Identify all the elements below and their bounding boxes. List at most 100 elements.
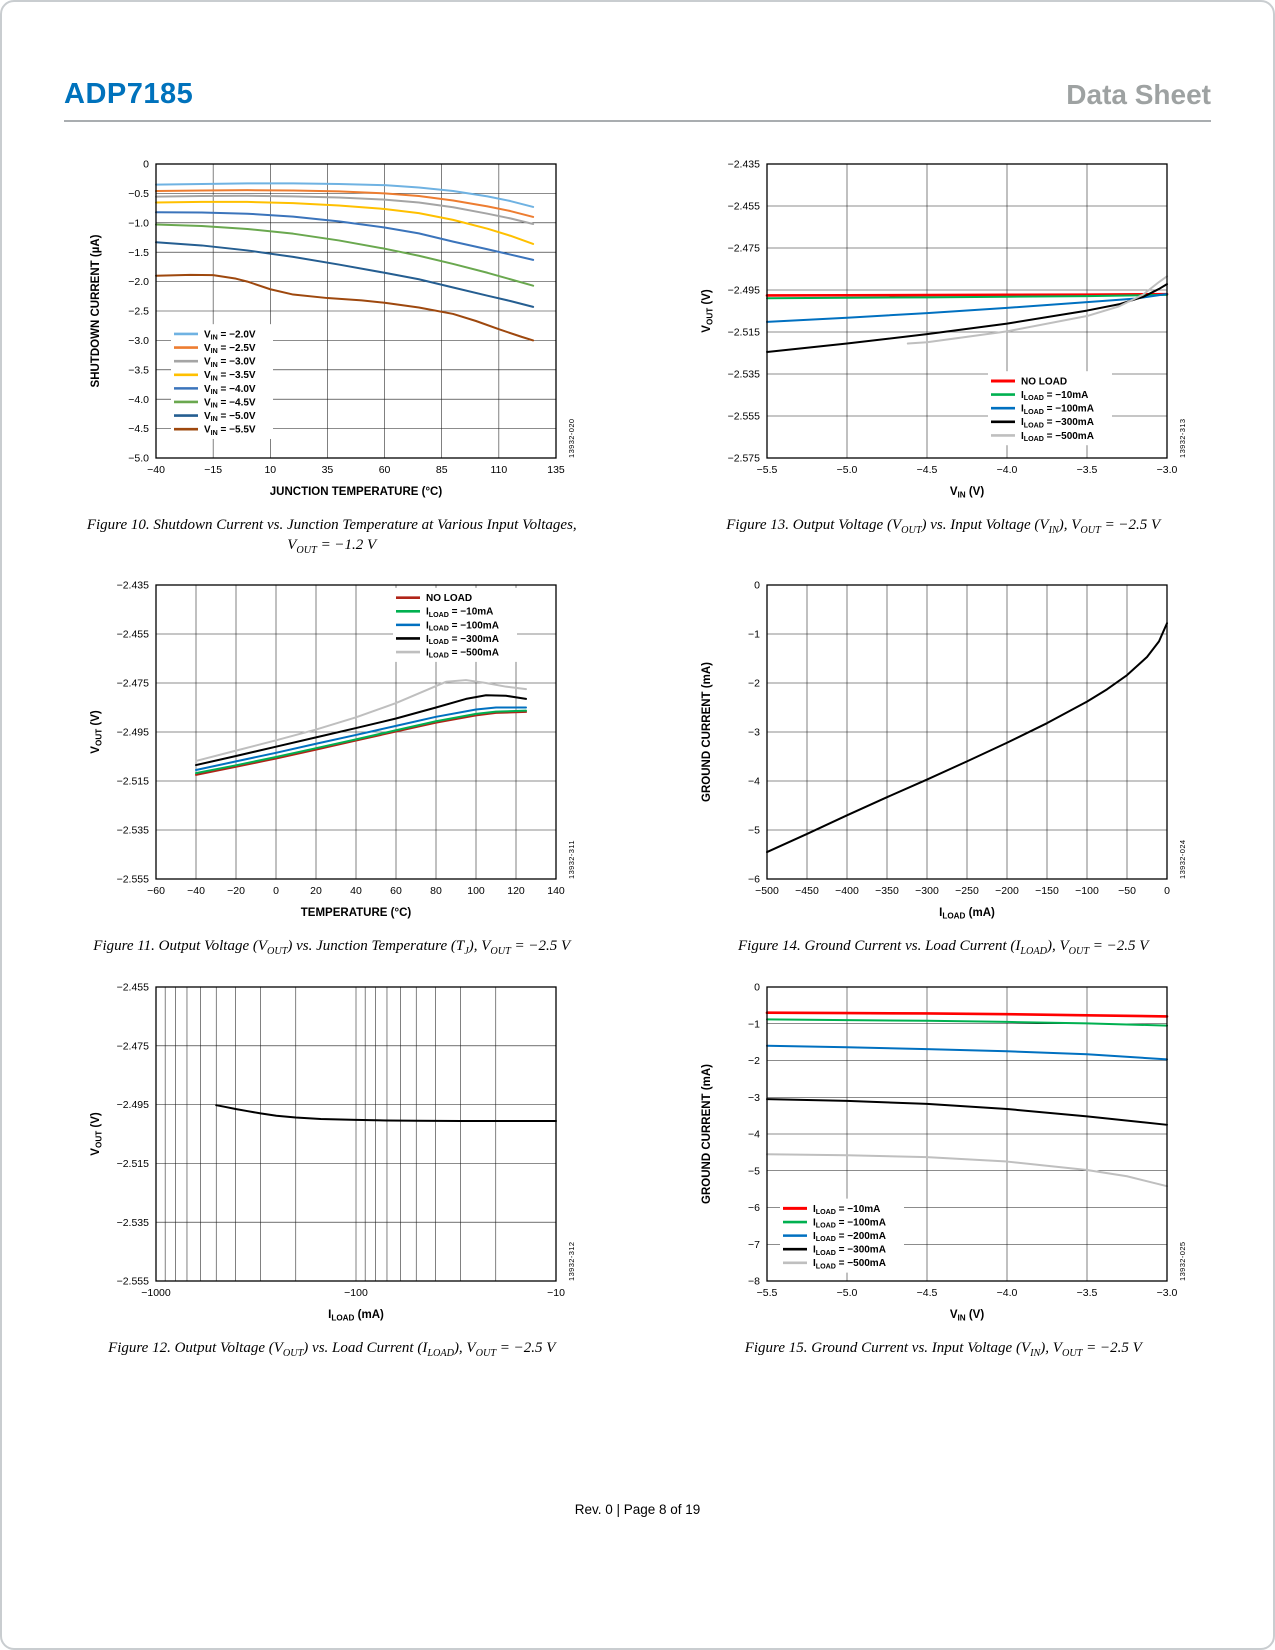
svg-text:−4: −4 [748,1128,760,1140]
svg-text:0: 0 [754,580,760,592]
svg-text:20: 20 [310,885,322,897]
svg-text:−40: −40 [187,885,205,897]
svg-text:−3: −3 [748,1092,760,1104]
svg-text:−2.575: −2.575 [728,453,761,465]
svg-text:−3.5: −3.5 [1077,464,1098,476]
svg-text:−2.515: −2.515 [728,327,761,339]
figure-12: −1000 −100 −10 −2.455 −2.475 −2.495 −2.515 −2.5… [54,975,610,1360]
svg-text:NO LOAD: NO LOAD [1021,376,1067,387]
svg-text:−200: −200 [995,885,1019,897]
svg-text:10: 10 [264,464,276,476]
svg-text:−15: −15 [204,464,222,476]
svg-text:VIN (V): VIN (V) [950,1309,985,1323]
svg-text:−4: −4 [748,776,760,788]
svg-text:35: 35 [321,464,333,476]
svg-text:SHUTDOWN CURRENT (µA): SHUTDOWN CURRENT (µA) [90,234,102,387]
svg-text:−5: −5 [748,825,760,837]
svg-text:GROUND CURRENT (mA): GROUND CURRENT (mA) [701,1064,713,1204]
svg-text:−6: −6 [748,1202,760,1214]
svg-text:VOUT (V): VOUT (V) [90,710,104,754]
svg-text:VIN = −2.0V: VIN = −2.0V [204,329,256,341]
svg-text:−2.535: −2.535 [116,1217,149,1229]
svg-text:−2.435: −2.435 [728,159,761,171]
svg-text:135: 135 [547,464,565,476]
part-number: ADP7185 [64,78,194,110]
svg-text:ILOAD (mA): ILOAD (mA) [328,1309,384,1323]
page-footer: Rev. 0 | Page 8 of 19 [574,1502,701,1517]
svg-text:−10: −10 [547,1287,565,1299]
svg-text:13932-024: 13932-024 [1178,840,1187,879]
svg-text:−2.555: −2.555 [116,874,149,886]
svg-text:ILOAD = −100mA: ILOAD = −100mA [813,1217,886,1229]
svg-text:ILOAD = −10mA: ILOAD = −10mA [1021,390,1088,402]
chart-output-voltage-vs-input-voltage: −5.5 −5.0 −4.5 −4.0 −3.5 −3.0 −2.435 −2.455 −2.4… [701,159,1187,500]
figure-11-caption: Figure 11. Output Voltage (VOUT) vs. Jun… [93,938,571,958]
svg-text:140: 140 [547,885,565,897]
chart-ground-current-vs-input-voltage: −5.5 −5.0 −4.5 −4.0 −3.5 −3.0 0 −1 −2 −3 −4 −5 −6 −7 −… [701,981,1187,1323]
svg-text:−4.5: −4.5 [917,464,938,476]
svg-text:−450: −450 [795,885,819,897]
svg-text:VIN = −4.5V: VIN = −4.5V [204,397,256,409]
svg-text:VIN = −3.5V: VIN = −3.5V [204,370,256,382]
svg-text:13932-311: 13932-311 [567,840,576,879]
svg-text:−2.495: −2.495 [116,1099,149,1111]
figure-13-caption: Figure 13. Output Voltage (VOUT) vs. Inp… [726,517,1161,536]
svg-text:VIN = −5.0V: VIN = −5.0V [204,411,256,423]
svg-text:−4.5: −4.5 [128,423,149,435]
svg-text:ILOAD = −500mA: ILOAD = −500mA [1021,431,1094,443]
svg-text:0: 0 [754,981,760,993]
svg-text:−2.455: −2.455 [728,201,761,213]
svg-text:60: 60 [378,464,390,476]
svg-text:VOUT (V): VOUT (V) [701,289,715,333]
svg-text:VIN (V): VIN (V) [950,486,985,500]
svg-text:110: 110 [490,464,507,476]
svg-text:−1.0: −1.0 [128,217,149,229]
svg-text:−4.0: −4.0 [997,1287,1018,1299]
svg-text:−5.5: −5.5 [757,1287,778,1299]
svg-text:−4.5: −4.5 [917,1287,938,1299]
figure-14: −500 −450 −400 −350 −300 −250 −200 −150 −100 −50 0… [666,573,1222,958]
svg-text:ILOAD = −300mA: ILOAD = −300mA [813,1244,886,1256]
svg-text:−6: −6 [748,874,760,886]
svg-text:−20: −20 [227,885,245,897]
svg-text:−1: −1 [748,629,760,641]
svg-text:13932-025: 13932-025 [1178,1241,1187,1280]
figure-12-caption: Figure 12. Output Voltage (VOUT) vs. Loa… [108,1339,556,1359]
svg-text:−2.535: −2.535 [728,369,761,381]
svg-text:JUNCTION TEMPERATURE (°C): JUNCTION TEMPERATURE (°C) [270,486,443,498]
svg-text:ILOAD = −100mA: ILOAD = −100mA [1021,404,1094,416]
svg-text:GROUND CURRENT (mA): GROUND CURRENT (mA) [701,662,713,802]
svg-text:VIN = −4.0V: VIN = −4.0V [204,384,256,396]
svg-text:−1.5: −1.5 [128,247,149,259]
svg-text:VOUT (V): VOUT (V) [90,1112,104,1156]
svg-text:120: 120 [507,885,525,897]
svg-text:ILOAD = −300mA: ILOAD = −300mA [1021,417,1094,429]
figure-14-caption: Figure 14. Ground Current vs. Load Curre… [738,938,1149,958]
svg-text:−2.555: −2.555 [116,1275,149,1287]
svg-text:−2.455: −2.455 [116,629,149,641]
svg-text:−350: −350 [875,885,899,897]
svg-text:−5.0: −5.0 [837,1287,858,1299]
svg-text:−50: −50 [1118,885,1136,897]
svg-text:−3: −3 [748,727,760,739]
svg-text:−3.0: −3.0 [1157,464,1178,476]
svg-text:13932-020: 13932-020 [567,419,576,458]
svg-text:−60: −60 [147,885,165,897]
svg-text:−2.5: −2.5 [128,306,149,318]
chart-output-voltage-vs-load-current: −1000 −100 −10 −2.455 −2.475 −2.495 −2.515 −2.5… [90,981,576,1323]
page-header: ADP7185 Data Sheet [64,78,1211,122]
svg-text:−100: −100 [344,1287,368,1299]
svg-text:−2.515: −2.515 [116,776,149,788]
svg-text:0: 0 [1164,885,1170,897]
svg-text:ILOAD (mA): ILOAD (mA) [939,907,995,921]
svg-text:TEMPERATURE (°C): TEMPERATURE (°C) [301,907,412,919]
svg-text:60: 60 [390,885,402,897]
svg-text:−7: −7 [748,1239,760,1251]
svg-text:−2.495: −2.495 [116,727,149,739]
svg-text:−40: −40 [147,464,165,476]
svg-text:−5: −5 [748,1165,760,1177]
figure-10-caption: Figure 10. Shutdown Current vs. Junction… [86,517,577,556]
svg-text:VIN = −5.5V: VIN = −5.5V [204,425,256,437]
svg-text:−1: −1 [748,1018,760,1030]
